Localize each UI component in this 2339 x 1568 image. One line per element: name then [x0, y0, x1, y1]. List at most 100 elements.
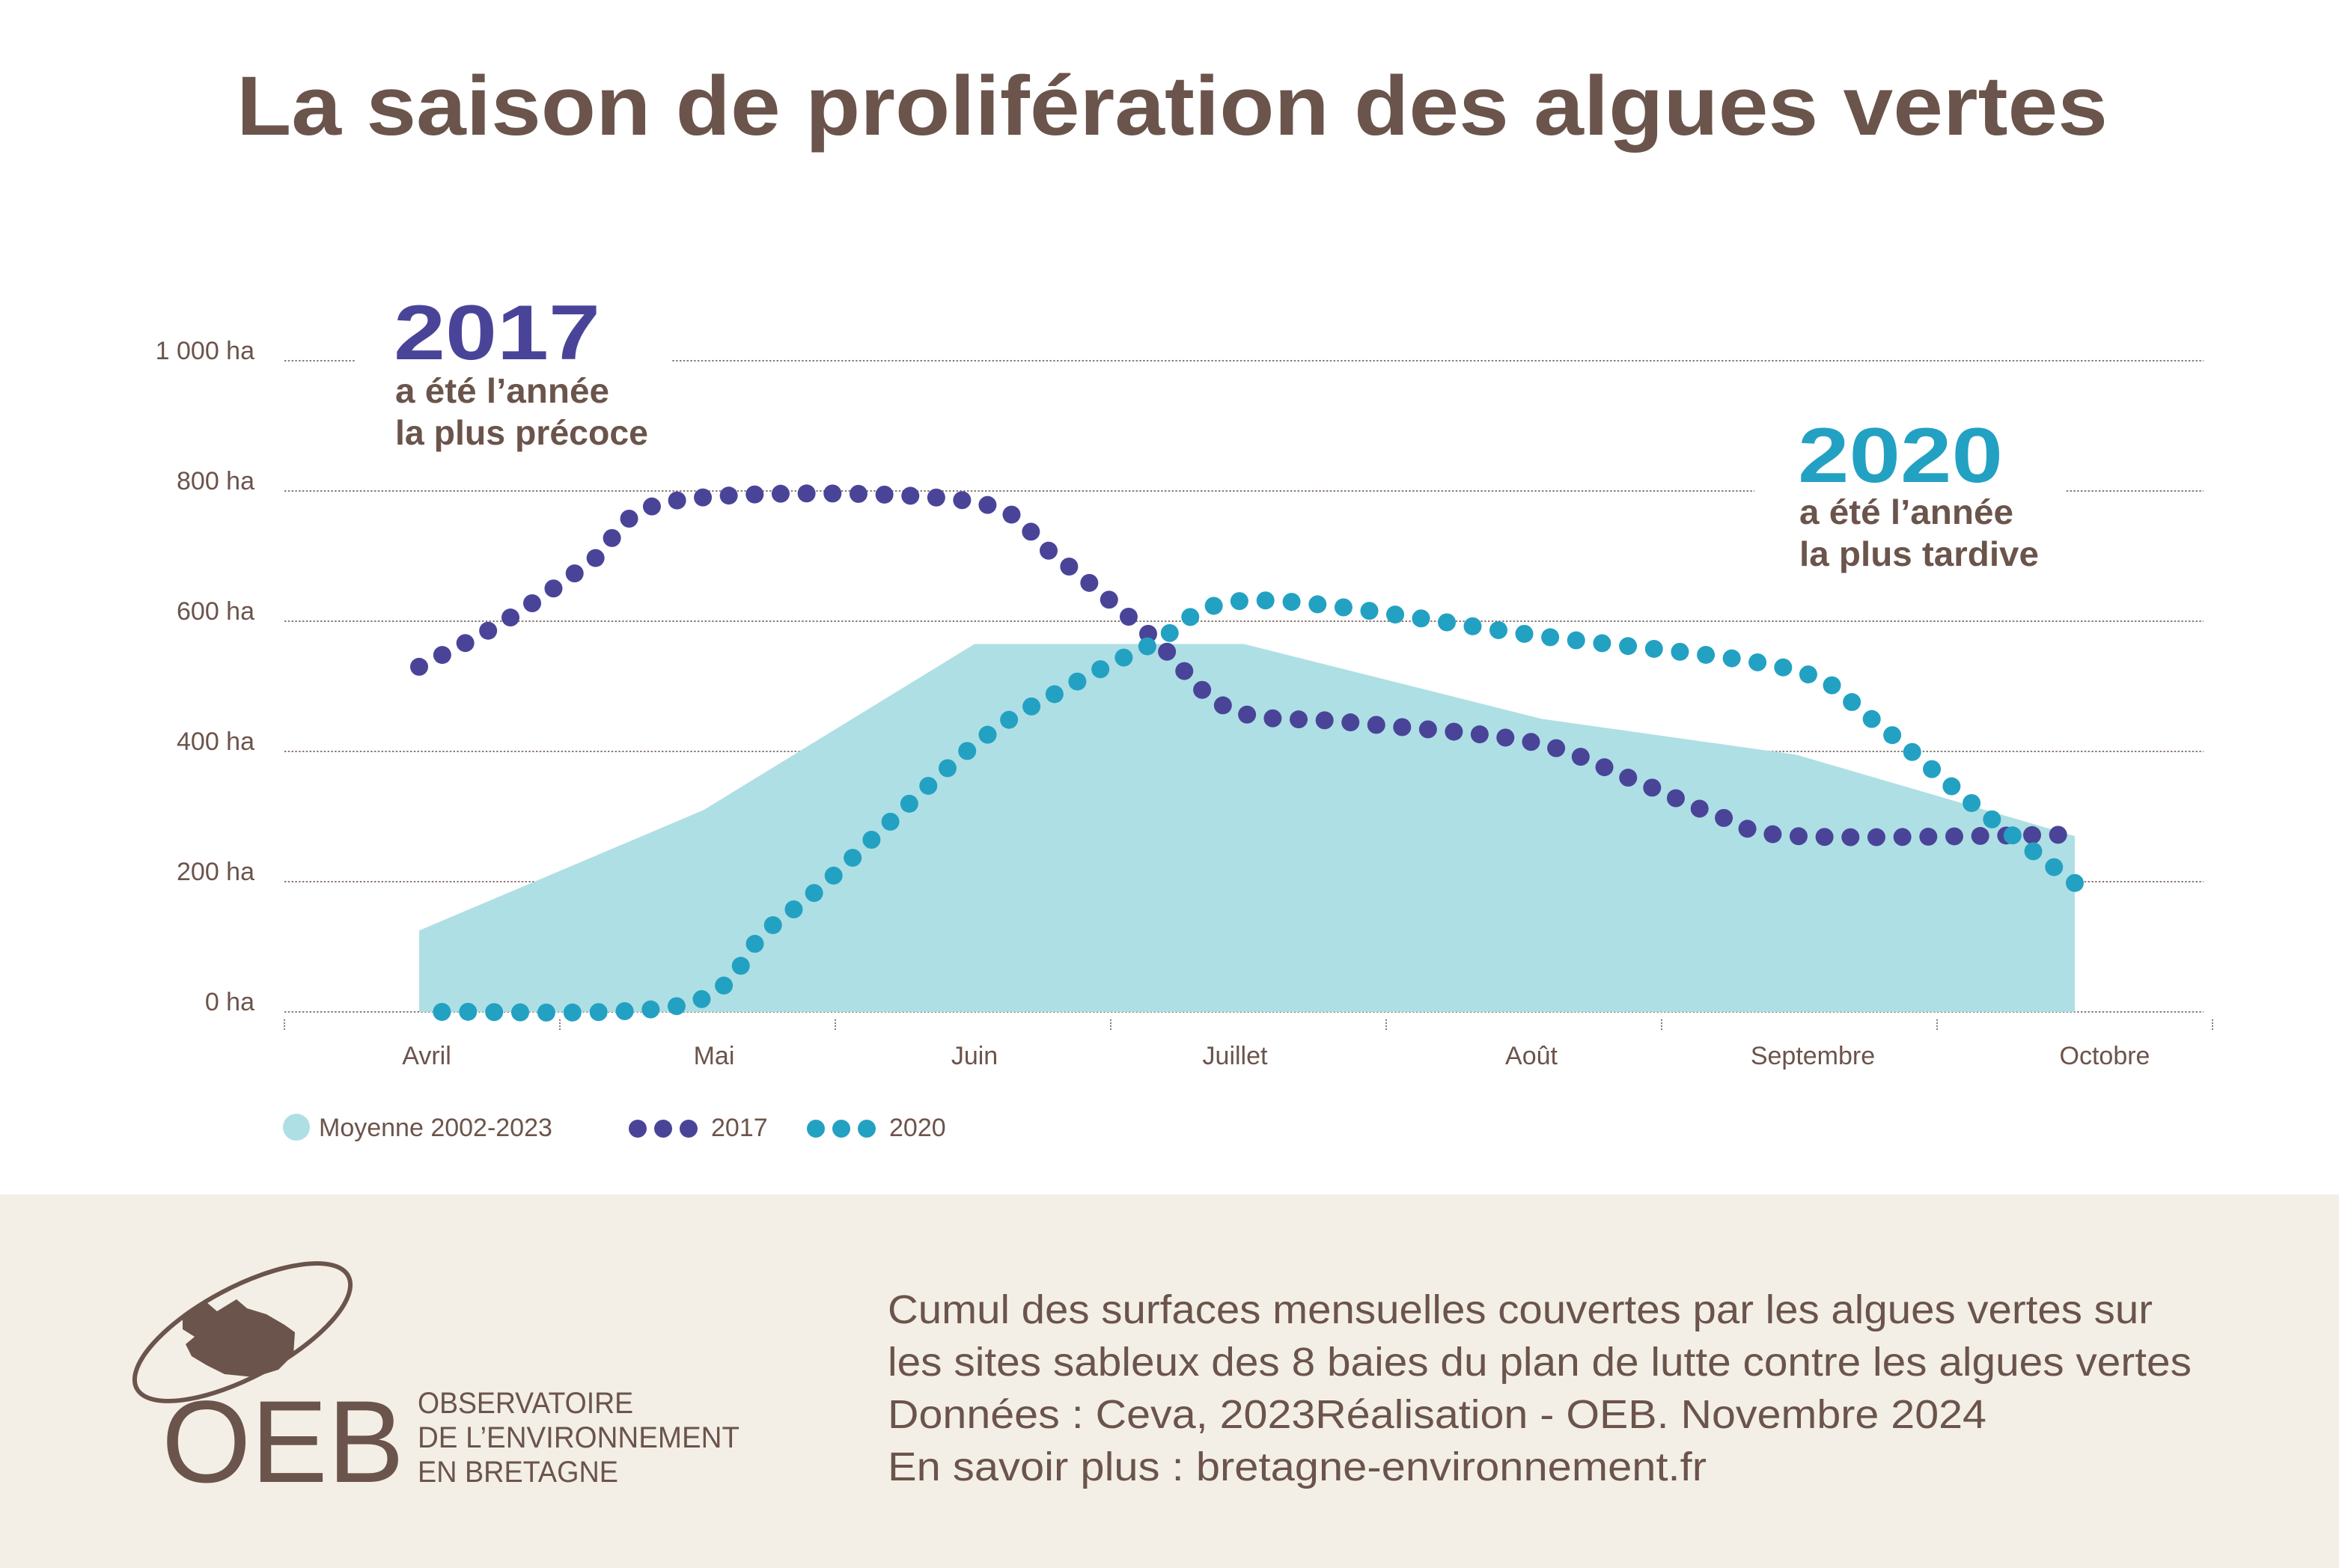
legend-2020-swatch — [832, 1120, 850, 1138]
data-point — [1738, 820, 1757, 838]
data-point — [824, 866, 843, 885]
data-point — [1367, 716, 1385, 734]
data-point — [978, 495, 997, 514]
data-point — [1971, 826, 1989, 845]
annotation-2017-bg — [356, 292, 671, 457]
data-point — [586, 549, 605, 567]
data-point — [1213, 696, 1232, 715]
annotation-2020-line1: a été l’année — [1799, 492, 2013, 531]
data-point — [1903, 742, 1921, 761]
data-point — [1843, 693, 1861, 712]
data-point — [1080, 573, 1099, 592]
data-point — [589, 1003, 608, 1022]
data-point — [1619, 769, 1638, 787]
y-tick-label: 0 ha — [205, 988, 254, 1016]
data-point — [1774, 658, 1793, 677]
annotation-2017-line1: a été l’année — [395, 371, 609, 410]
data-point — [1593, 634, 1611, 653]
footer-source-link[interactable]: En savoir plus : bretagne-environnement.… — [888, 1445, 1707, 1489]
data-point — [1942, 777, 1961, 796]
footer-line: les sites sableux des 8 baies du plan de… — [888, 1340, 2192, 1385]
brittany-map-icon — [183, 1299, 295, 1377]
x-tick-label: Septembre — [1751, 1042, 1875, 1070]
x-axis: Avril Mai Juin Juillet Août Septembre Octobre — [284, 1019, 2213, 1070]
annotation-2020-year: 2020 — [1798, 412, 2003, 499]
y-tick-label: 1 000 ha — [156, 337, 254, 365]
data-point — [1619, 637, 1638, 656]
data-point — [1418, 720, 1437, 739]
data-point — [410, 657, 428, 676]
footer-background — [0, 1195, 2339, 1568]
data-point — [1045, 685, 1064, 704]
data-point — [1119, 607, 1138, 626]
data-point — [603, 528, 621, 547]
data-point — [1445, 722, 1463, 741]
data-point — [1893, 828, 1912, 846]
data-point — [1386, 605, 1405, 624]
data-point — [1175, 662, 1194, 680]
data-point — [881, 812, 900, 831]
data-point — [919, 776, 938, 795]
data-point — [1666, 789, 1685, 808]
data-point — [1547, 739, 1566, 757]
data-point — [1489, 620, 1507, 639]
data-point — [2049, 826, 2067, 844]
x-tick-label: Avril — [402, 1042, 451, 1070]
data-point — [1039, 541, 1058, 560]
data-point — [1204, 597, 1223, 615]
data-point — [1945, 827, 1963, 846]
y-tick-label: 400 ha — [177, 727, 254, 756]
data-point — [1438, 613, 1457, 632]
data-point — [1060, 557, 1079, 576]
data-point — [615, 1001, 634, 1020]
legend-2020-label: 2020 — [889, 1114, 946, 1142]
data-point — [511, 1003, 530, 1022]
data-point — [900, 794, 918, 813]
data-point — [433, 1003, 451, 1021]
annotation-2017-line2: la plus précoce — [395, 413, 648, 452]
data-point — [1763, 825, 1782, 844]
data-point — [771, 484, 790, 503]
data-point — [1315, 711, 1334, 730]
footer-notes: Cumul des surfaces mensuelles couvertes … — [888, 1287, 2192, 1489]
data-point — [1022, 522, 1040, 541]
data-point — [1360, 602, 1379, 620]
mean-area — [419, 644, 2075, 1012]
data-point — [938, 759, 957, 778]
data-point — [1799, 665, 1817, 684]
data-point — [1715, 808, 1733, 827]
data-point — [1000, 710, 1019, 729]
data-point — [1923, 760, 1942, 778]
data-point — [1789, 827, 1808, 846]
data-point — [1571, 748, 1590, 766]
data-point — [731, 957, 750, 975]
data-point — [2066, 873, 2084, 892]
data-point — [433, 646, 451, 665]
legend-2017-swatch — [680, 1120, 698, 1138]
legend-2020-swatch — [807, 1120, 825, 1138]
x-tick-label: Août — [1505, 1042, 1558, 1070]
legend-2017-label: 2017 — [711, 1114, 768, 1142]
data-point — [641, 1000, 660, 1019]
data-point — [1308, 595, 1327, 614]
data-point — [1393, 718, 1412, 736]
data-point — [1919, 827, 1938, 846]
data-point — [1181, 608, 1200, 626]
data-point — [1282, 593, 1301, 611]
data-point — [862, 831, 881, 849]
annotation-2020-line2: la plus tardive — [1799, 534, 2039, 573]
data-point — [667, 997, 686, 1016]
y-tick-label: 600 ha — [177, 597, 254, 626]
data-point — [485, 1003, 504, 1022]
data-point — [745, 485, 764, 504]
data-point — [692, 989, 711, 1008]
data-point — [1160, 623, 1179, 642]
data-point — [1091, 660, 1110, 679]
legend-mean-label: Moyenne 2002-2023 — [319, 1114, 552, 1142]
legend-2017-swatch — [654, 1120, 672, 1138]
data-point — [1862, 710, 1881, 728]
data-point — [1002, 505, 1021, 524]
logo-name-line: OBSERVATOIRE — [418, 1387, 633, 1420]
data-point — [745, 935, 764, 954]
